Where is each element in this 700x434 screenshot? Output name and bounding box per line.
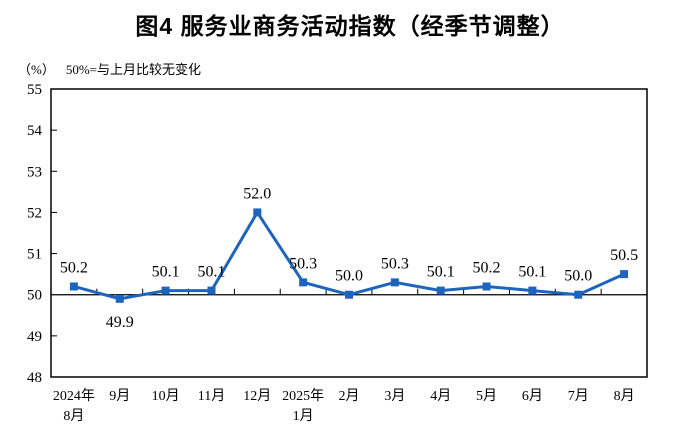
point-value-label: 50.1 bbox=[427, 264, 455, 281]
plot-border bbox=[50, 88, 648, 378]
data-point-marker bbox=[482, 282, 491, 291]
data-line bbox=[73, 209, 625, 301]
point-value-label: 50.3 bbox=[381, 255, 409, 272]
x-axis-label: 4月 bbox=[430, 388, 451, 404]
point-value-label: 50.5 bbox=[610, 247, 638, 264]
data-point-marker bbox=[115, 294, 124, 303]
data-point-marker bbox=[207, 286, 216, 295]
point-value-label: 50.2 bbox=[60, 259, 88, 276]
data-point-marker bbox=[161, 286, 170, 295]
x-axis-label: 8月 bbox=[614, 388, 635, 404]
data-point-marker bbox=[390, 278, 399, 287]
y-tick-label: 52 bbox=[27, 205, 42, 221]
x-axis-label: 12月 bbox=[243, 388, 271, 404]
data-point-marker bbox=[299, 278, 308, 287]
point-value-label: 49.9 bbox=[106, 314, 134, 331]
data-point-marker bbox=[69, 282, 78, 291]
x-axis-label: 10月 bbox=[152, 388, 180, 404]
x-axis-label: 2月 bbox=[339, 388, 360, 404]
x-axis-label: 2024年 bbox=[53, 388, 95, 404]
data-point-marker bbox=[528, 286, 537, 295]
x-axis-label: 11月 bbox=[198, 388, 225, 404]
baseline-note: 50%=与上月比较无变化 bbox=[65, 62, 202, 77]
data-point-marker bbox=[436, 286, 445, 295]
chart-title: 图4 服务业商务活动指数（经季节调整） bbox=[135, 13, 565, 39]
y-tick-label: 48 bbox=[27, 370, 42, 386]
point-value-label: 50.1 bbox=[518, 264, 546, 281]
x-axis-label: 9月 bbox=[109, 388, 130, 404]
x-axis-label: 7月 bbox=[568, 388, 589, 404]
x-axis-label: 3月 bbox=[384, 388, 405, 404]
x-axis-label: 6月 bbox=[522, 388, 543, 404]
y-tick-label: 51 bbox=[27, 247, 42, 263]
data-point-marker bbox=[253, 208, 262, 217]
chart-subtitle: （%） 50%=与上月比较无变化 bbox=[18, 59, 201, 78]
x-axis-label: 5月 bbox=[476, 388, 497, 404]
point-value-label: 50.1 bbox=[152, 264, 180, 281]
x-axis-label: 1月 bbox=[293, 408, 314, 424]
data-point-marker bbox=[345, 290, 353, 299]
x-axis-label: 2025年 bbox=[282, 388, 324, 404]
x-axis-label: 8月 bbox=[63, 408, 84, 424]
y-tick-label: 54 bbox=[27, 123, 43, 139]
y-tick-label: 53 bbox=[27, 164, 42, 180]
point-value-label: 50.3 bbox=[289, 255, 317, 272]
y-tick-label: 50 bbox=[27, 288, 42, 304]
data-point-marker bbox=[574, 290, 583, 299]
point-value-label: 50.0 bbox=[564, 268, 592, 285]
point-value-label: 50.2 bbox=[473, 259, 501, 276]
data-point-marker bbox=[620, 270, 629, 279]
y-tick-label: 49 bbox=[27, 329, 42, 345]
point-value-label: 52.0 bbox=[243, 185, 271, 202]
unit-label: （%） bbox=[18, 62, 55, 77]
point-value-label: 50.1 bbox=[197, 264, 225, 281]
y-tick-label: 55 bbox=[27, 82, 42, 98]
point-value-label: 50.0 bbox=[335, 268, 363, 285]
